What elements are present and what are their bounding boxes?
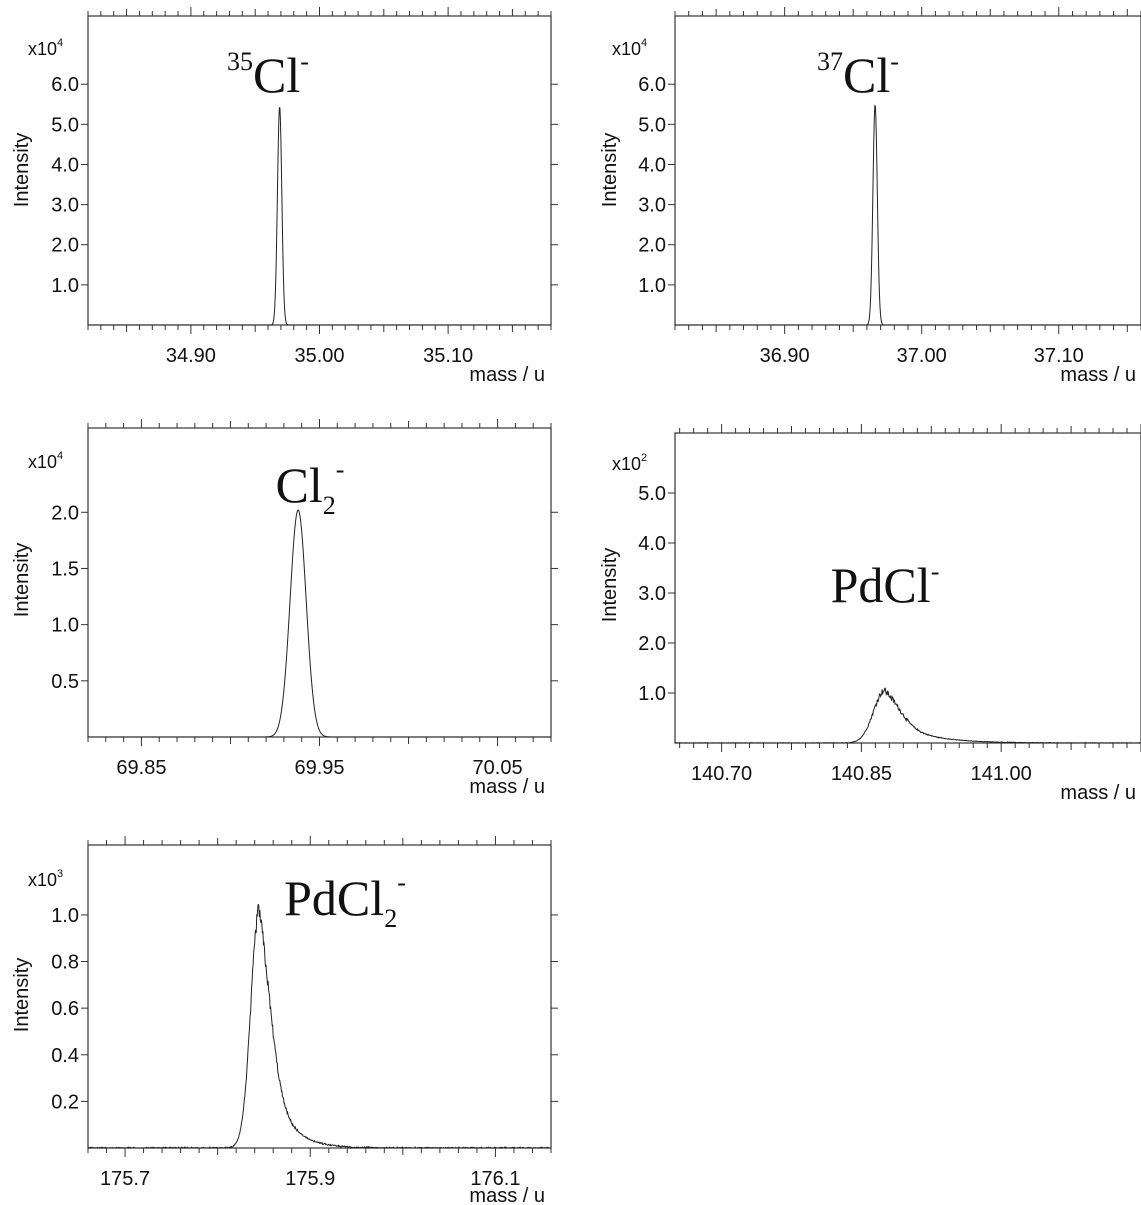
y-tick-label: 0.8: [51, 952, 79, 974]
plot-frame: [87, 15, 552, 326]
y-multiplier-label: x104: [612, 37, 647, 59]
x-tick-label: 35.00: [294, 345, 344, 367]
y-tick-label: 4.0: [638, 154, 666, 176]
spectrum-panel-3: 69.85 69.95 70.05 0.5 1.0 1.5 2.0 x104 Intensity…: [11, 419, 558, 798]
plot-frame: [87, 844, 552, 1149]
x-tick-label: 37.00: [897, 345, 947, 367]
y-tick-label: 4.0: [638, 533, 666, 555]
species-label: 35Cl-: [227, 47, 309, 103]
y-axis-label: Intensity: [599, 133, 621, 207]
x-tick-label: 37.10: [1034, 345, 1084, 367]
y-tick-label: 6.0: [638, 74, 666, 96]
x-axis-label: mass / u: [469, 776, 545, 798]
x-tick-label: 176.1: [470, 1168, 520, 1190]
plot-frame: [674, 15, 1141, 326]
x-axis-label: mass / u: [469, 364, 545, 386]
spectrum-panel-4: 140.70 140.85 141.00 1.0 2.0 3.0 4.0 5.0 x102 Int…: [599, 424, 1141, 804]
y-multiplier-label: x104: [28, 450, 63, 472]
species-label: 37Cl-: [817, 47, 899, 103]
x-axis-label: mass / u: [1060, 782, 1136, 804]
plot-frame: [674, 432, 1141, 744]
species-label: Cl2-: [276, 455, 345, 520]
y-tick-label: 2.0: [51, 235, 79, 257]
x-tick-label: 140.85: [831, 763, 892, 785]
y-multiplier-label: x102: [612, 452, 647, 474]
spectrum-trace: [87, 903, 552, 1150]
spectrum-trace: [674, 687, 1141, 744]
spectrum-panel-2: 36.90 37.00 37.10 1.0 2.0 3.0 4.0 5.0 6.0 x104 Int…: [599, 7, 1141, 386]
y-tick-label: 3.0: [51, 195, 79, 217]
y-tick-label: 0.4: [51, 1045, 79, 1067]
y-tick-label: 5.0: [51, 114, 79, 136]
x-tick-label: 141.00: [971, 763, 1032, 785]
y-tick-label: 6.0: [51, 74, 79, 96]
y-axis-label: Intensity: [11, 958, 33, 1032]
y-tick-label: 2.0: [638, 633, 666, 655]
spectrum-panel-5: 175.7 175.9 176.1 0.2 0.4 0.6 0.8 1.0 x103 Intens…: [11, 836, 558, 1205]
y-axis-label: Intensity: [11, 543, 33, 617]
spectrum-trace: [88, 107, 551, 326]
x-tick-label: 69.85: [116, 757, 166, 779]
y-tick-label: 1.0: [51, 615, 79, 637]
y-tick-label: 0.5: [51, 671, 79, 693]
x-axis-label: mass / u: [1060, 364, 1136, 386]
x-tick-label: 36.90: [760, 345, 810, 367]
y-tick-label: 2.0: [51, 502, 79, 524]
y-tick-label: 1.0: [51, 275, 79, 297]
y-tick-label: 5.0: [638, 483, 666, 505]
y-tick-label: 1.0: [51, 905, 79, 927]
x-tick-label: 70.05: [473, 757, 523, 779]
y-tick-label: 3.0: [638, 583, 666, 605]
y-tick-label: 1.0: [638, 683, 666, 705]
x-tick-label: 175.7: [100, 1168, 150, 1190]
y-tick-label: 4.0: [51, 154, 79, 176]
x-tick-label: 69.95: [294, 757, 344, 779]
y-axis-label: Intensity: [599, 548, 621, 622]
x-tick-label: 140.70: [691, 763, 752, 785]
y-tick-label: 2.0: [638, 235, 666, 257]
y-tick-label: 0.6: [51, 998, 79, 1020]
x-tick-label: 34.90: [166, 345, 216, 367]
spectrum-trace: [88, 509, 551, 738]
y-tick-label: 1.0: [638, 275, 666, 297]
x-axis-label: mass / u: [469, 1185, 545, 1205]
spectrum-panel-1: 34.90 35.00 35.10 1.0 2.0 3.0 4.0 5.0 6.0 x104 Int…: [11, 7, 558, 386]
y-tick-label: 3.0: [638, 195, 666, 217]
y-multiplier-label: x103: [28, 868, 63, 890]
y-tick-label: 5.0: [638, 114, 666, 136]
spectrum-trace: [675, 104, 1141, 326]
species-label: PdCl-: [831, 557, 940, 613]
x-tick-label: 35.10: [423, 345, 473, 367]
y-tick-label: 1.5: [51, 558, 79, 580]
y-tick-label: 0.2: [51, 1091, 79, 1113]
x-tick-label: 175.9: [285, 1168, 335, 1190]
y-multiplier-label: x104: [28, 37, 63, 59]
species-label: PdCl2-: [284, 868, 406, 933]
y-axis-label: Intensity: [11, 133, 33, 207]
